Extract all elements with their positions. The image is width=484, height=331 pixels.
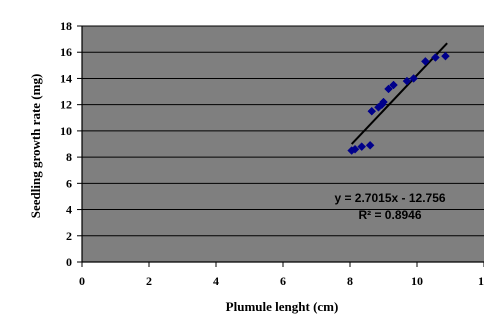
y-tick-label: 10 [60, 124, 72, 138]
data-point [379, 97, 388, 107]
data-point [365, 140, 375, 150]
y-tick-label: 16 [60, 45, 72, 59]
data-point [389, 80, 398, 90]
data-point [384, 84, 393, 94]
y-tick-label: 6 [66, 176, 72, 190]
y-axis-label: Seedling growth rate (mg) [28, 74, 43, 219]
y-tick-label: 14 [60, 71, 72, 85]
data-point [431, 53, 440, 62]
y-tick-label: 12 [60, 98, 72, 112]
data-point [357, 142, 367, 151]
plot-area [82, 26, 484, 262]
trendline [350, 42, 448, 145]
x-axis-ticks: 0 2 4 6 8 10 12 [79, 262, 484, 288]
x-tick-label: 10 [411, 274, 423, 288]
x-tick-label: 2 [146, 274, 152, 288]
data-points [347, 51, 450, 155]
axes [81, 26, 484, 263]
y-tick-label: 18 [60, 19, 72, 33]
data-point [402, 76, 412, 86]
y-tick-label: 4 [66, 203, 72, 217]
data-point [421, 57, 430, 66]
r-squared-label: R² = 0.8946 [358, 208, 421, 222]
x-tick-label: 4 [213, 274, 219, 288]
x-tick-label: 8 [347, 274, 353, 288]
data-point [350, 144, 360, 154]
trendline-equation: y = 2.7015x - 12.756 [334, 191, 445, 205]
data-point [367, 106, 377, 116]
y-tick-label: 2 [66, 229, 72, 243]
y-tick-label: 0 [66, 255, 72, 269]
data-point [409, 74, 419, 83]
x-tick-label: 6 [280, 274, 286, 288]
y-axis-ticks: 0 2 4 6 8 10 12 14 16 18 [60, 19, 82, 269]
y-tick-label: 8 [66, 150, 72, 164]
data-point [441, 51, 450, 61]
x-tick-label: 0 [79, 274, 85, 288]
x-tick-label: 12 [478, 274, 484, 288]
x-axis-label: Plumule lenght (cm) [226, 299, 339, 314]
